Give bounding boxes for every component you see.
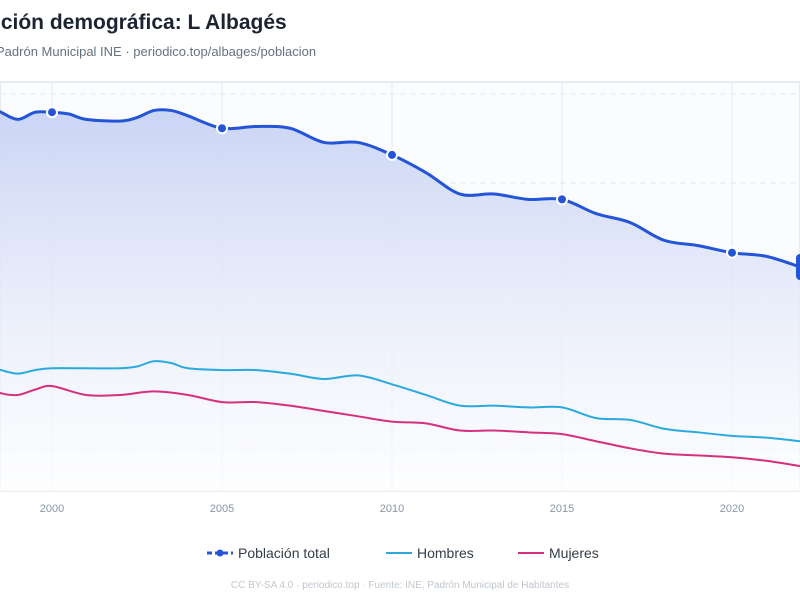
area-layer <box>0 109 800 491</box>
chart-legend: Población total Hombres Mujeres <box>0 543 800 563</box>
legend-swatch-mujeres <box>517 547 545 559</box>
x-tick-label: 2000 <box>40 503 64 515</box>
series-area-total <box>0 109 800 491</box>
data-point-total-2020[interactable] <box>726 246 738 259</box>
footer-credits: CC BY-SA 4.0 · periodico.top · Fuente: I… <box>230 580 570 591</box>
data-point-total-2000[interactable] <box>46 106 58 119</box>
x-tick-label: 2020 <box>720 503 744 515</box>
x-tick-label: 2015 <box>550 503 574 515</box>
legend-item-total[interactable]: Población total <box>206 543 330 563</box>
last-value-callout <box>796 254 800 280</box>
legend-swatch-hombres <box>385 547 413 559</box>
tick-layer: 2000 2005 2010 2015 2020 <box>40 503 744 515</box>
series-line-total[interactable] <box>0 103 800 269</box>
legend-item-mujeres[interactable]: Mujeres <box>517 543 599 563</box>
data-point-total-2015[interactable] <box>556 193 568 206</box>
data-point-total-2005[interactable] <box>216 122 228 135</box>
legend-label-total: Población total <box>238 545 330 561</box>
x-tick-label: 2005 <box>210 503 234 515</box>
legend-swatch-total <box>206 547 234 559</box>
line-layer <box>0 103 800 468</box>
legend-item-hombres[interactable]: Hombres <box>385 543 474 563</box>
series-line-mujeres[interactable] <box>0 384 800 468</box>
data-point-total-2010[interactable] <box>386 148 398 161</box>
legend-label-mujeres: Mujeres <box>549 545 599 561</box>
population-line-chart: 2000 2005 2010 2015 2020 <box>0 81 800 515</box>
marker-layer <box>46 106 800 280</box>
legend-label-hombres: Hombres <box>417 545 474 561</box>
chart-subtitle: Padrón Municipal INE · periodico.top/alb… <box>0 44 317 59</box>
series-line-hombres[interactable] <box>0 360 800 443</box>
x-tick-label: 2010 <box>380 503 404 515</box>
chart-title: ución demográfica: L Albagés <box>0 11 287 34</box>
